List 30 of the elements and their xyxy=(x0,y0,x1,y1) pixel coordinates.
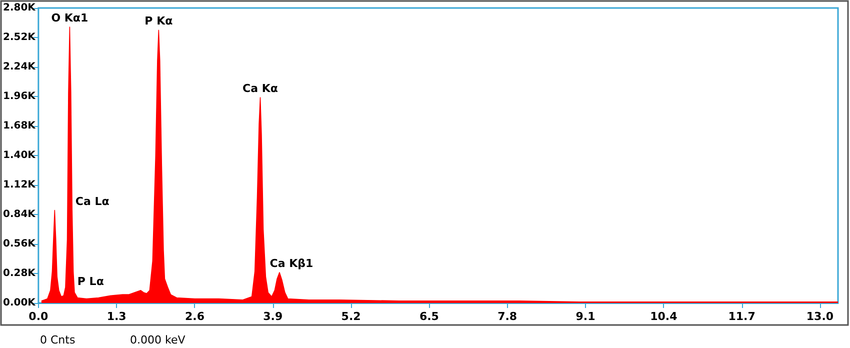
x-tick-label: 1.3 xyxy=(106,310,126,323)
y-tick-label: 0.56K xyxy=(3,238,37,250)
y-tick-label: 0.28K xyxy=(3,268,37,279)
x-tick-label: 5.2 xyxy=(341,310,361,323)
annotation: O Kα1 xyxy=(51,11,88,24)
y-tick-label: 1.68K xyxy=(3,120,37,132)
y-tick-label: 2.24K xyxy=(3,62,37,72)
annotation: Ca Kβ1 xyxy=(270,256,314,270)
x-tick-label: 9.1 xyxy=(576,310,596,323)
x-tick-label: 0.0 xyxy=(28,310,49,323)
annotation: P Kα xyxy=(144,14,174,28)
x-tick-label: 7.8 xyxy=(498,310,518,323)
y-tick-label: 0.00K xyxy=(3,298,37,308)
annotation: Ca Kα xyxy=(242,82,278,96)
x-tick-label: 3.9 xyxy=(263,310,283,323)
x-tick-label: 6.5 xyxy=(419,310,439,323)
y-tick-label: 1.96K xyxy=(3,91,37,102)
text: 0 Cnts xyxy=(40,334,76,346)
y-tick-label: 1.12K xyxy=(3,180,37,190)
x-tick-label: 13.0 xyxy=(806,310,834,323)
x-tick-label: 11.7 xyxy=(728,310,756,323)
annotation: P Lα xyxy=(77,274,104,288)
x-tick-label: 2.6 xyxy=(184,310,205,323)
x-tick-label: 10.4 xyxy=(650,310,678,323)
y-tick-label: 0.84K xyxy=(3,209,37,220)
y-tick-label: 2.80K xyxy=(3,2,37,14)
y-tick-label: 2.52K xyxy=(3,32,37,43)
text: 0.000 keV xyxy=(130,334,186,346)
y-tick-label: 1.40K xyxy=(3,150,37,161)
annotation: Ca Lα xyxy=(75,194,110,208)
